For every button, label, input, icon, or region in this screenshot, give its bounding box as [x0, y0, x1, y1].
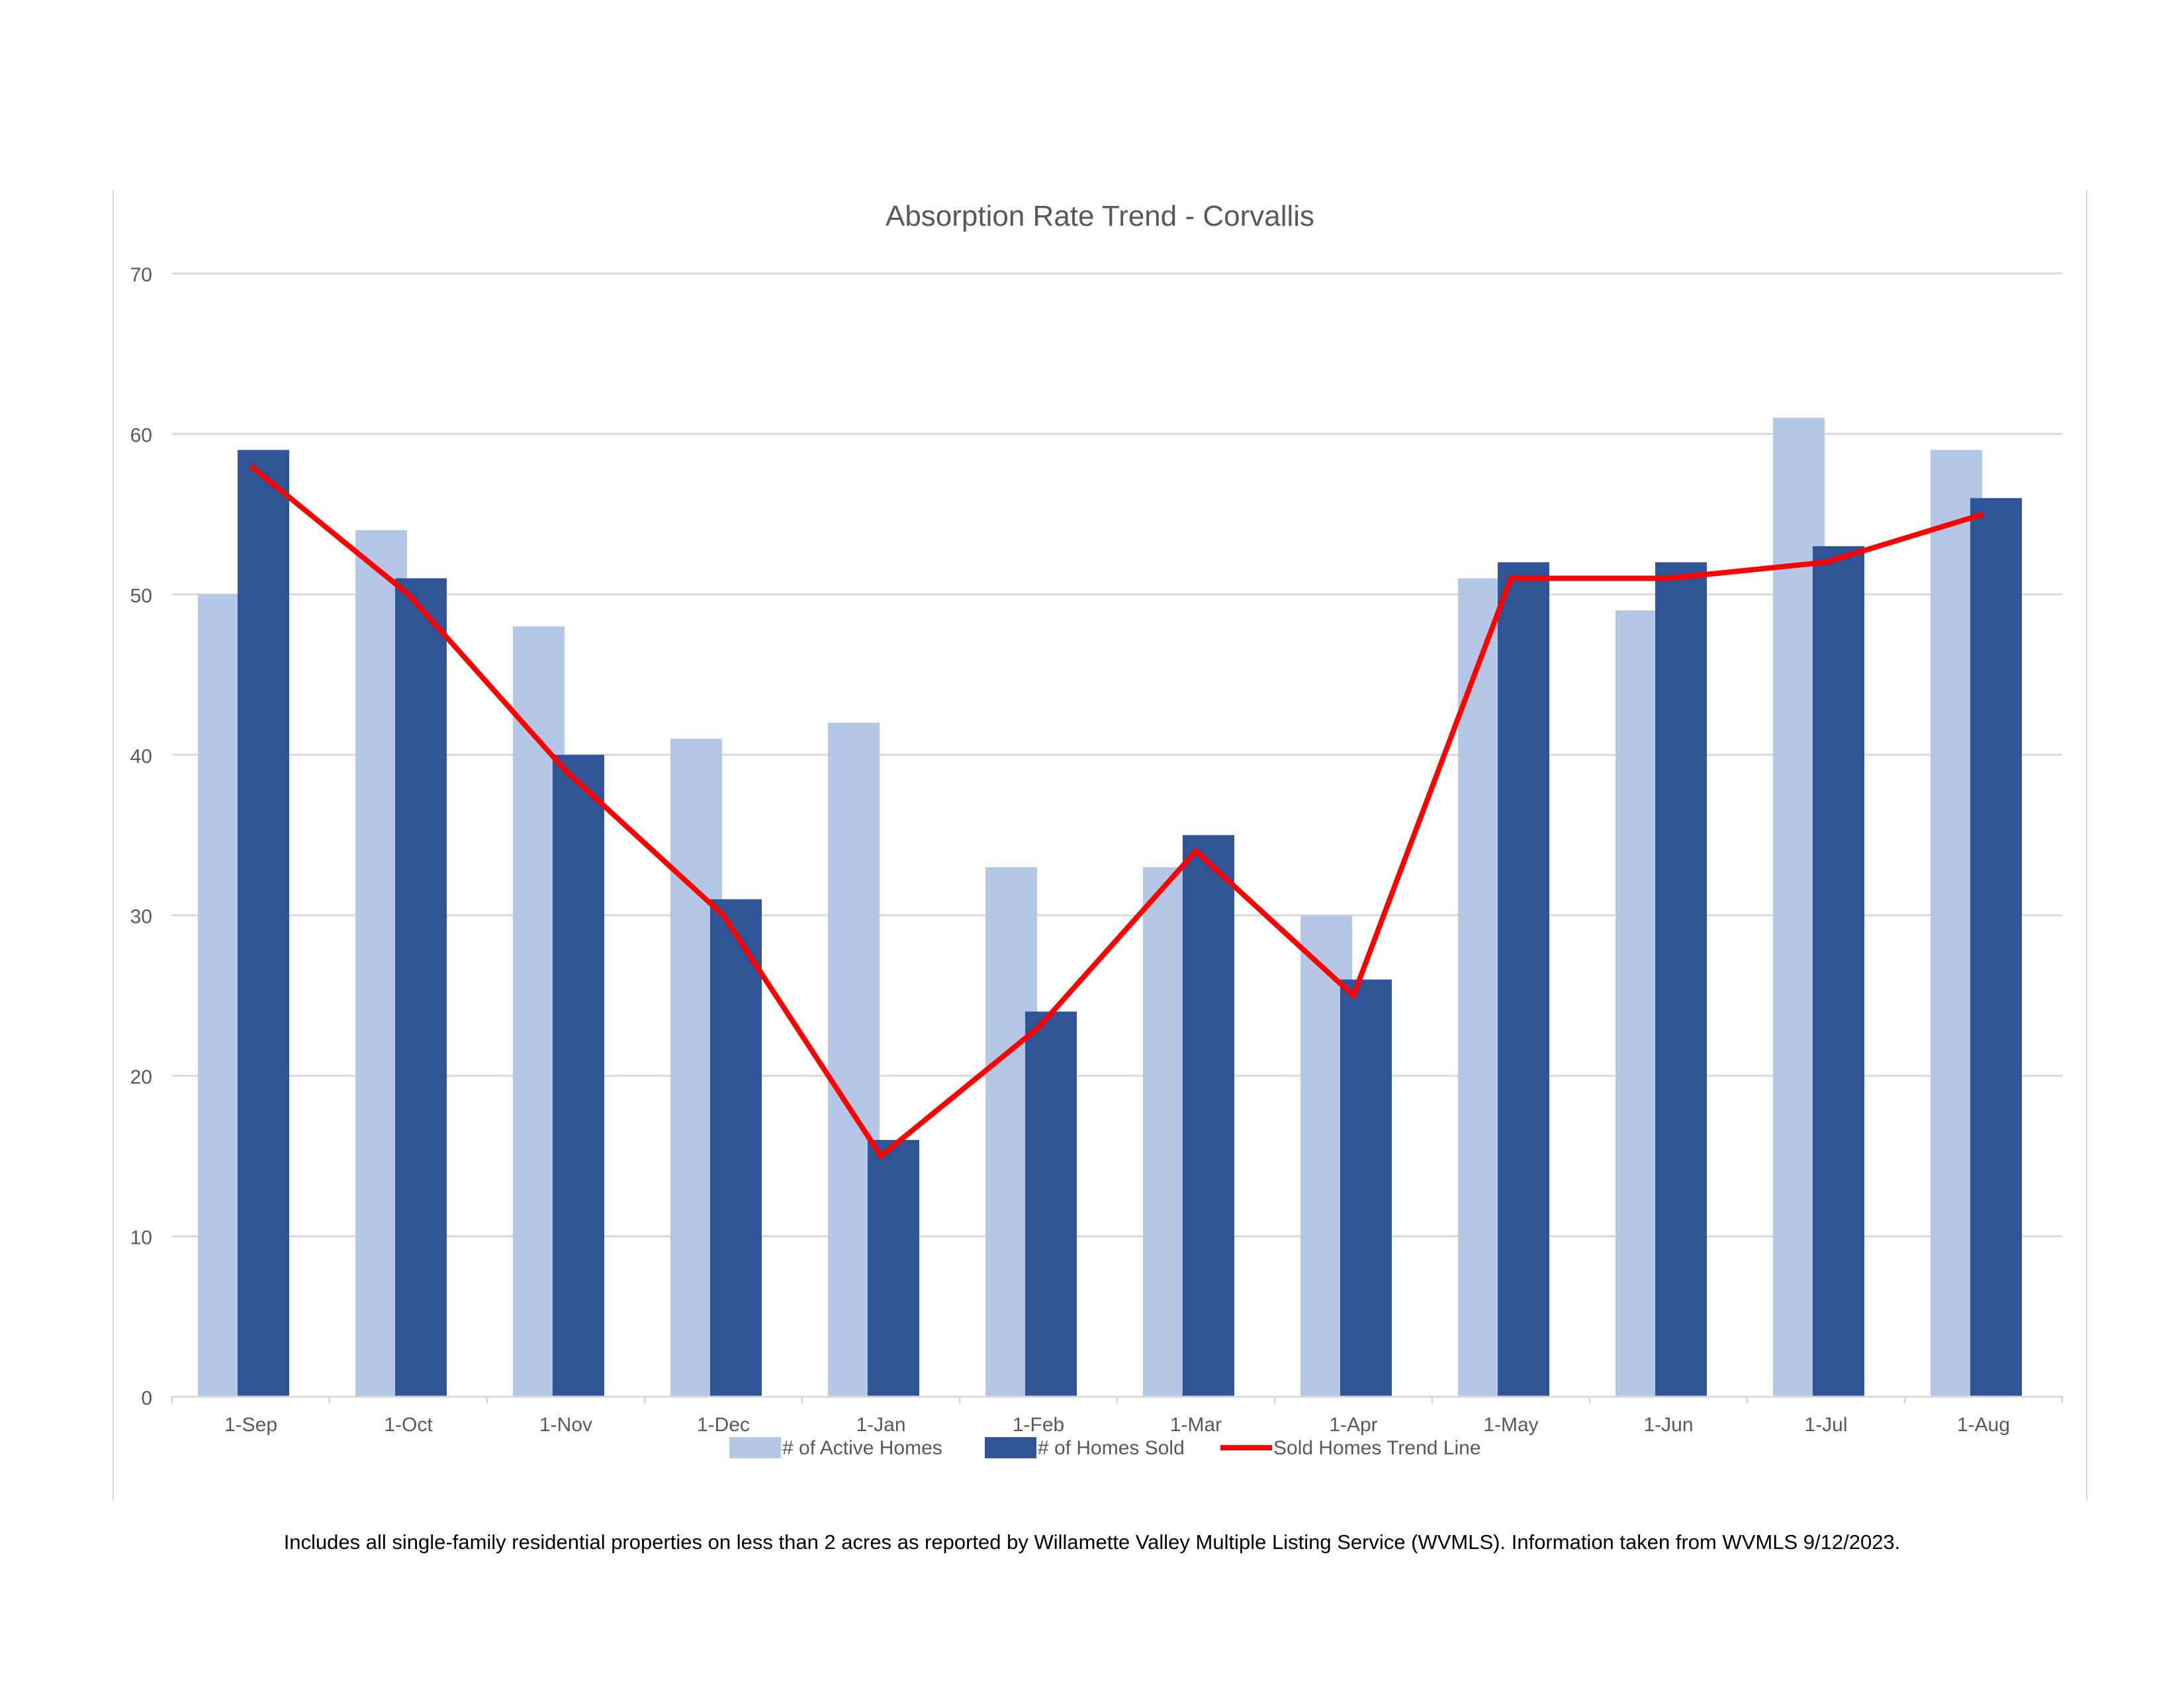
x-tick-label: 1-Jun	[1643, 1414, 1693, 1436]
bar-homes-sold	[868, 1140, 919, 1397]
x-axis-tick-labels: 1-Sep 1-Oct 1-Nov 1-Dec 1-Jan 1-Feb 1-Mar 1-Apr…	[224, 1414, 2010, 1436]
chart-title: Absorption Rate Trend - Corvallis	[886, 200, 1314, 232]
x-tick-label: 1-Dec	[697, 1414, 750, 1436]
footnote: Includes all single-family residential p…	[283, 1530, 1901, 1554]
bar-homes-sold	[1025, 1011, 1077, 1397]
trend-line-layer	[249, 463, 1985, 1160]
bar-homes-sold	[1813, 546, 1864, 1397]
x-tick-label: 1-Aug	[1957, 1414, 2010, 1436]
x-tick-label: 1-Apr	[1329, 1414, 1377, 1436]
legend-item-trend-line: Sold Homes Trend Line	[1220, 1437, 1481, 1459]
x-tick-label: 1-May	[1483, 1414, 1538, 1436]
legend-swatch	[729, 1437, 781, 1458]
bars	[198, 418, 2022, 1397]
x-tick-label: 1-Jan	[856, 1414, 905, 1436]
trend-line	[249, 463, 1985, 1160]
legend-label: Sold Homes Trend Line	[1273, 1437, 1481, 1459]
x-tick-label: 1-Jul	[1804, 1414, 1847, 1436]
x-tick-label: 1-Nov	[539, 1414, 592, 1436]
bar-homes-sold	[1498, 562, 1549, 1397]
x-tick-label: 1-Feb	[1013, 1414, 1064, 1436]
y-tick-label: 60	[130, 424, 152, 446]
gridlines	[172, 272, 2062, 1238]
chart-frame: Absorption Rate Trend - Corvallis 0 10 20 3…	[113, 190, 2087, 1501]
y-axis-tick-labels: 0 10 20 30 40 50 60 70	[130, 264, 152, 1409]
absorption-rate-chart: Absorption Rate Trend - Corvallis 0 10 20 3…	[130, 200, 2064, 1459]
bar-homes-sold	[1970, 498, 2022, 1397]
legend: # of Active Homes # of Homes Sold Sold Hom…	[729, 1437, 1481, 1459]
legend-item-active-homes: # of Active Homes	[729, 1437, 942, 1459]
y-tick-label: 70	[130, 264, 152, 286]
x-tick-label: 1-Sep	[224, 1414, 277, 1436]
y-tick-label: 20	[130, 1066, 152, 1088]
legend-label: # of Homes Sold	[1038, 1437, 1185, 1459]
x-tick-label: 1-Oct	[384, 1414, 433, 1436]
y-tick-label: 10	[130, 1227, 152, 1249]
y-tick-label: 50	[130, 585, 152, 607]
y-tick-label: 30	[130, 906, 152, 928]
y-tick-label: 40	[130, 745, 152, 767]
legend-item-homes-sold: # of Homes Sold	[985, 1437, 1185, 1459]
legend-swatch	[985, 1437, 1036, 1458]
bar-homes-sold	[395, 578, 447, 1397]
x-tick-label: 1-Mar	[1170, 1414, 1222, 1436]
bar-homes-sold	[1655, 562, 1707, 1397]
bar-homes-sold	[1183, 835, 1234, 1397]
legend-label: # of Active Homes	[782, 1437, 942, 1459]
y-tick-label: 0	[141, 1387, 152, 1409]
bar-homes-sold	[710, 899, 762, 1397]
x-axis	[171, 1395, 2064, 1403]
bar-homes-sold	[1340, 979, 1392, 1397]
bar-homes-sold	[553, 755, 604, 1397]
bar-homes-sold	[238, 449, 289, 1397]
